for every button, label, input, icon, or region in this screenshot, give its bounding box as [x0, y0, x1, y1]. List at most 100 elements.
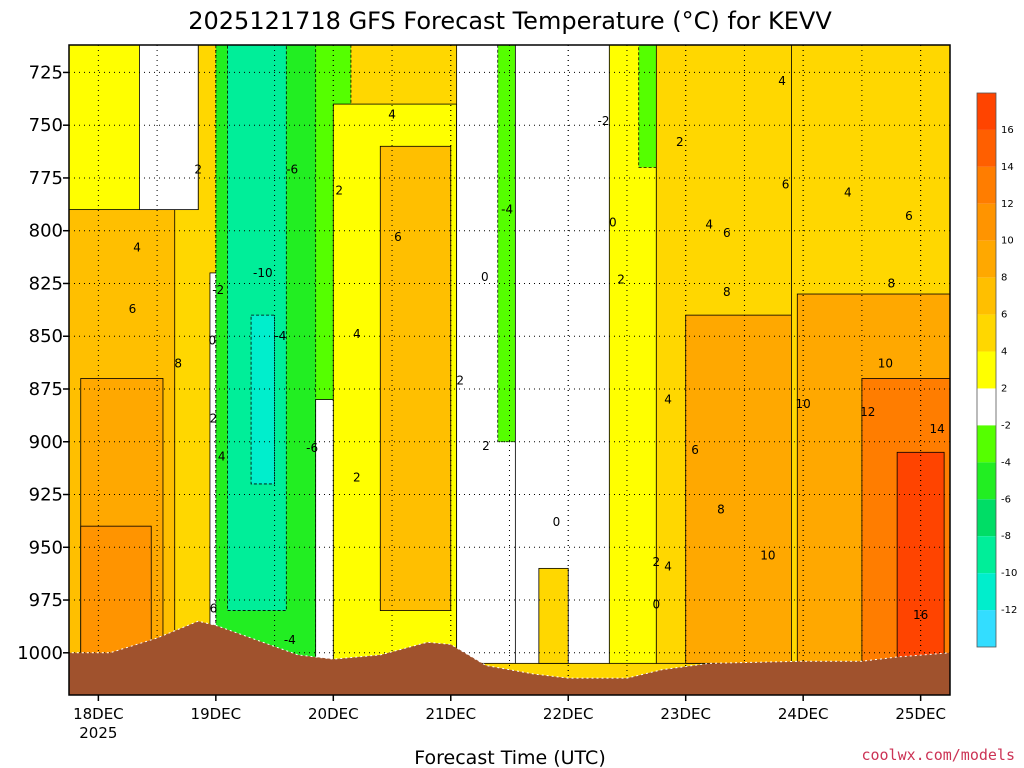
- contour-label: 2: [353, 471, 361, 485]
- contour-label: 16: [913, 608, 928, 622]
- colorbar-swatch: [977, 129, 996, 167]
- colorbar-swatch: [977, 351, 996, 389]
- y-tick-label: 775: [29, 168, 63, 189]
- colorbar-label: 4: [1001, 347, 1007, 358]
- credit-link[interactable]: coolwx.com/models: [861, 746, 1015, 764]
- y-axis: 725 750 775 800 825 850 875 900 925 950 975 1000: [17, 62, 69, 664]
- colorbar-label: -8: [1001, 531, 1011, 542]
- colorbar-swatch: [977, 166, 996, 204]
- y-tick-label: 725: [29, 62, 63, 83]
- temperature-band: [80, 525, 152, 664]
- colorbar-label: -2: [1001, 420, 1011, 431]
- terrain-surface: [69, 620, 950, 695]
- contour-label: 4: [705, 217, 713, 231]
- contour-label: 8: [174, 357, 182, 371]
- contour-label: -10: [253, 266, 273, 280]
- colorbar-swatch: [977, 610, 996, 647]
- x-tick-label: 24DEC: [778, 705, 829, 723]
- contour-label: -4: [284, 633, 296, 647]
- contour-label: 12: [860, 405, 875, 419]
- contour-label: 6: [691, 443, 699, 457]
- contour-label: -2: [212, 283, 224, 297]
- contour-label: 2: [194, 163, 202, 177]
- contour-label: 0: [208, 333, 216, 347]
- colorbar-label: -12: [1001, 605, 1017, 616]
- contour-label: 4: [218, 450, 226, 464]
- temperature-band: [139, 45, 199, 211]
- colorbar: 16 14 12 10 8 6 4 2 -2 -4 -6 -8 -10 -12: [976, 92, 1017, 648]
- colorbar-swatch: [977, 240, 996, 278]
- contour-label: 0: [609, 215, 617, 229]
- contour-label: 4: [664, 559, 672, 573]
- contour-label: 6: [129, 302, 137, 316]
- chart-title: 2025121718 GFS Forecast Temperature (°C)…: [188, 7, 832, 35]
- y-tick-label: 750: [29, 115, 63, 136]
- contour-label: 2: [617, 272, 625, 286]
- contour-label: 14: [929, 422, 944, 436]
- terrain-layer: [69, 620, 950, 695]
- contour-label: 4: [778, 74, 786, 88]
- temperature-band: [379, 145, 452, 611]
- contour-label: 4: [353, 327, 361, 341]
- temperature-band: [538, 567, 569, 664]
- contour-label: -2: [597, 114, 609, 128]
- colorbar-label: 12: [1001, 199, 1014, 210]
- y-tick-label: 875: [29, 379, 63, 400]
- colorbar-label: -10: [1001, 568, 1017, 579]
- x-tick-label: 18DEC: [73, 705, 124, 723]
- colorbar-swatch: [977, 536, 996, 574]
- y-tick-label: 925: [29, 485, 63, 506]
- contour-label: 4: [388, 108, 396, 122]
- x-axis-label: Forecast Time (UTC): [414, 747, 605, 768]
- colorbar-label: 2: [1001, 383, 1007, 394]
- colorbar-swatch: [977, 573, 996, 611]
- x-tick-label: 22DEC: [543, 705, 594, 723]
- colorbar-swatch: [977, 93, 996, 130]
- colorbar-swatch: [977, 203, 996, 241]
- x-tick-label: 19DEC: [191, 705, 242, 723]
- colorbar-label: 14: [1001, 162, 1014, 173]
- colorbar-label: 8: [1001, 273, 1007, 284]
- colorbar-swatch: [977, 314, 996, 352]
- colorbar-label: 10: [1001, 236, 1014, 247]
- colorbar-label: -4: [1001, 457, 1011, 468]
- contour-label: 4: [133, 241, 141, 255]
- x-tick-label: 20DEC: [308, 705, 359, 723]
- colorbar-frame: [976, 92, 997, 648]
- contour-label: -4: [501, 203, 513, 217]
- colorbar-swatch: [977, 277, 996, 315]
- temperature-band: [514, 45, 610, 664]
- contour-label: 4: [844, 186, 852, 200]
- y-tick-label: 950: [29, 537, 63, 558]
- colorbar-label: 6: [1001, 310, 1007, 321]
- contour-label: 2: [456, 374, 464, 388]
- contour-label: 6: [723, 226, 731, 240]
- grid-lines: [69, 45, 950, 695]
- contour-label: 2: [653, 555, 661, 569]
- contour-label: 2: [335, 184, 343, 198]
- contour-label: 0: [553, 515, 561, 529]
- y-tick-label: 825: [29, 273, 63, 294]
- contour-label: 0: [653, 597, 661, 611]
- colorbar-swatch: [977, 388, 996, 426]
- y-tick-label: 850: [29, 326, 63, 347]
- contour-label: 2: [676, 135, 684, 149]
- temperature-band: [896, 451, 945, 664]
- contour-label: -6: [286, 163, 298, 177]
- contour-label: 8: [717, 502, 725, 516]
- contour-label: -4: [274, 329, 286, 343]
- colorbar-swatch: [977, 462, 996, 500]
- temperature-band: [685, 314, 804, 664]
- contour-label: 0: [481, 270, 489, 284]
- colorbar-swatch: [977, 499, 996, 537]
- y-tick-label: 900: [29, 432, 63, 453]
- contour-label: 10: [878, 357, 893, 371]
- contour-label: 2: [482, 439, 490, 453]
- temperature-band: [250, 314, 275, 485]
- contour-label: 2: [210, 412, 218, 426]
- y-tick-label: 800: [29, 221, 63, 242]
- contour-label: 6: [782, 177, 790, 191]
